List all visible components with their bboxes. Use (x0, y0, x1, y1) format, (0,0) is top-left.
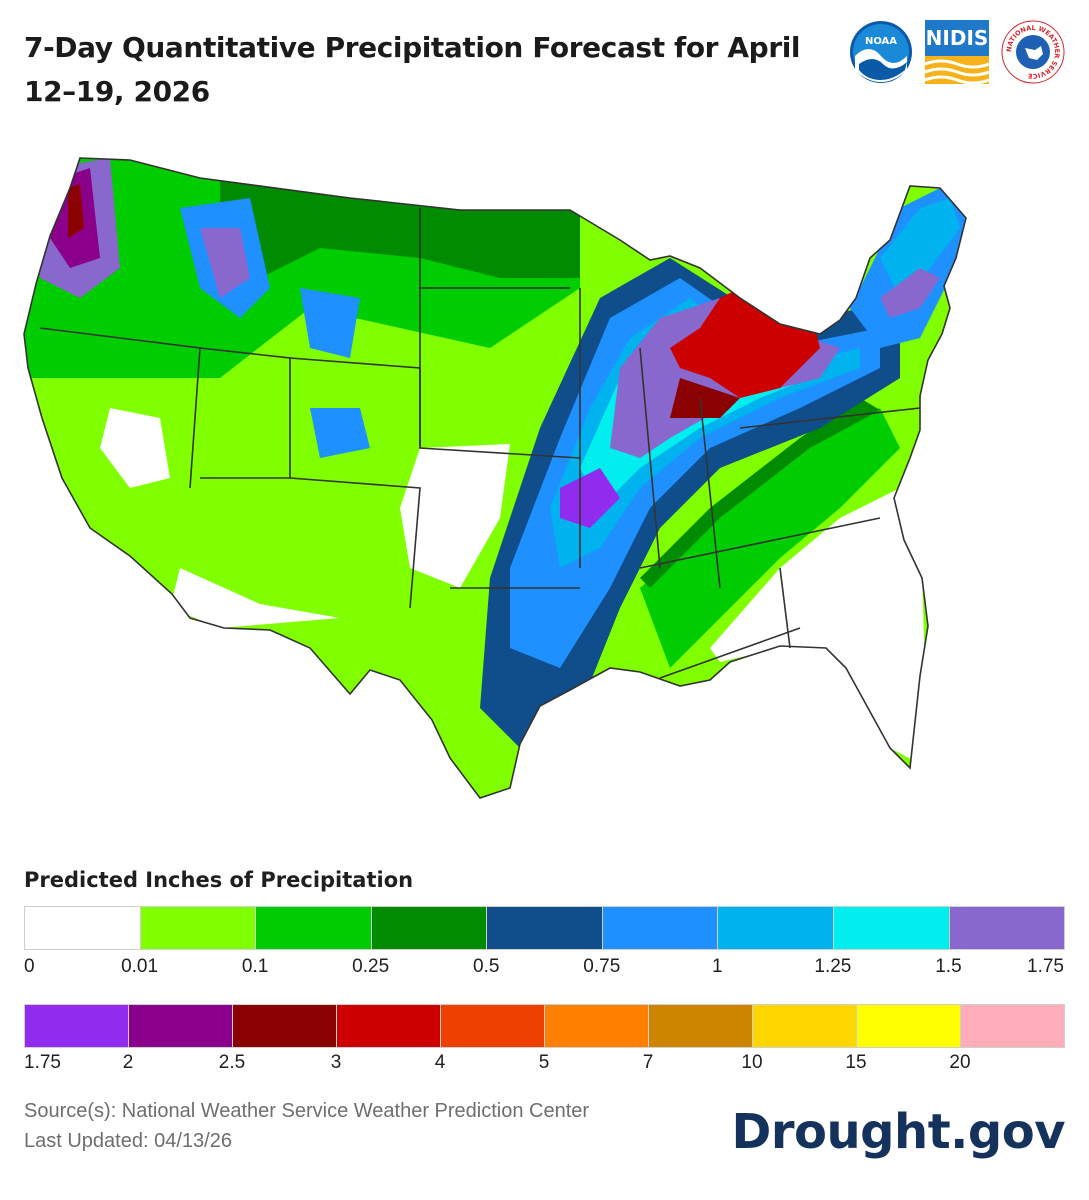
legend-swatch (648, 1004, 753, 1048)
legend-tick: 7 (642, 1052, 654, 1073)
legend-swatch (752, 1004, 857, 1048)
legend-swatch (440, 1004, 545, 1048)
legend-tick: 2 (122, 1052, 134, 1073)
noaa-logo: NOAA (850, 21, 912, 83)
legend-tick: 1.5 (935, 956, 962, 977)
legend-tick: 1.25 (814, 956, 852, 977)
nws-logo: NATIONAL WEATHER SERVICE (1001, 20, 1065, 84)
legend-tick: 1 (712, 956, 723, 977)
legend-swatch (948, 906, 1066, 950)
legend-swatch (370, 906, 488, 950)
legend-swatch (139, 906, 257, 950)
legend-swatch (128, 1004, 233, 1048)
legend-swatch (24, 906, 141, 950)
legend-tick: 20 (949, 1052, 971, 1073)
legend-row-2 (24, 1004, 1065, 1048)
legend-swatch (832, 906, 950, 950)
legend-tick: 3 (330, 1052, 342, 1073)
legend-swatch (601, 906, 719, 950)
legend-swatch (717, 906, 834, 950)
precipitation-map (23, 157, 967, 799)
legend-tick: 2.5 (218, 1052, 246, 1073)
legend-row-1 (24, 906, 1066, 950)
legend-tick: 1.75 (24, 1052, 61, 1073)
legend-swatch (232, 1004, 337, 1048)
legend-tick: 0 (24, 956, 35, 977)
last-updated: Last Updated: 04/13/26 (24, 1130, 232, 1152)
legend-ticks-1: 0 0.01 0.1 0.25 0.5 0.75 1 1.25 1.5 1.75 (24, 956, 1064, 980)
legend-ticks-2: 1.75 2 2.5 3 4 5 7 10 15 20 (24, 1052, 1064, 1076)
legend-tick: 0.01 (121, 956, 159, 977)
source-text: Source(s): National Weather Service Weat… (24, 1100, 590, 1122)
legend-swatch (24, 1004, 129, 1048)
legend-tick: 10 (741, 1052, 763, 1073)
svg-text:NOAA: NOAA (865, 36, 897, 47)
partner-logos: NOAA NIDIS NATIONAL WEATHER SERVICE (849, 20, 1065, 84)
source-note: Source(s): National Weather Service Weat… (24, 1096, 589, 1156)
brand-wordmark[interactable]: Drought.gov (731, 1104, 1066, 1160)
legend-tick: 0.25 (352, 956, 390, 977)
legend-tick: 0.75 (583, 956, 621, 977)
legend-tick: 0.5 (473, 956, 500, 977)
legend-swatch (544, 1004, 649, 1048)
legend-swatch (856, 1004, 961, 1048)
page-title: 7-Day Quantitative Precipitation Forecas… (24, 31, 801, 108)
legend-tick: 5 (538, 1052, 550, 1073)
legend-tick: 1.75 (1027, 956, 1064, 977)
legend-tick: 0.1 (241, 956, 269, 977)
legend-swatch (336, 1004, 441, 1048)
legend-swatch (486, 906, 603, 950)
legend-swatch (255, 906, 372, 950)
legend-title: Predicted Inches of Precipitation (24, 868, 414, 892)
legend-swatch (960, 1004, 1065, 1048)
precip-band-0 (170, 568, 340, 628)
legend-tick: 4 (434, 1052, 446, 1073)
nidis-logo: NIDIS (925, 20, 989, 84)
legend-tick: 15 (845, 1052, 867, 1073)
